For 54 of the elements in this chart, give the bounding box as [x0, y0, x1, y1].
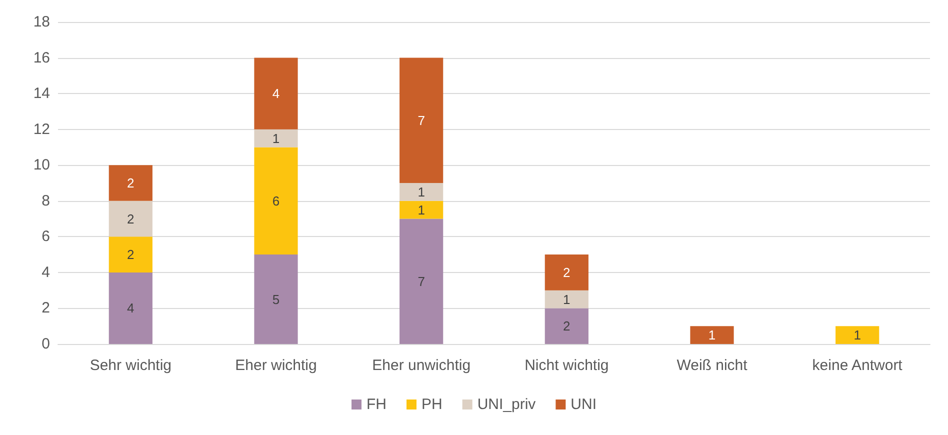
y-tick-label: 2 — [42, 300, 50, 317]
data-label: 1 — [563, 292, 570, 307]
x-tick-label: Eher wichtig — [235, 357, 317, 374]
y-tick-label: 12 — [33, 120, 50, 138]
data-label: 7 — [418, 274, 425, 289]
data-label: 2 — [127, 247, 134, 262]
data-label: 4 — [127, 300, 134, 316]
bar — [254, 129, 298, 148]
data-label: 7 — [418, 112, 425, 128]
bar — [544, 254, 588, 290]
y-tick-label: 14 — [33, 85, 50, 102]
legend-label: UNI_priv — [477, 396, 536, 413]
x-tick-label: keine Antwort — [812, 357, 904, 374]
x-tick-label: Nicht wichtig — [524, 357, 609, 374]
y-tick-label: 10 — [33, 156, 50, 174]
data-label: 2 — [127, 176, 134, 190]
bar — [400, 58, 444, 183]
bar — [544, 290, 588, 308]
y-tick-label: 18 — [33, 14, 50, 30]
bar — [254, 254, 298, 344]
x-tick-label: Sehr wichtig — [90, 357, 172, 374]
x-tick-label: Weiß nicht — [676, 357, 748, 374]
bar — [108, 236, 152, 272]
y-tick-label: 0 — [42, 336, 50, 352]
y-tick-label: 8 — [42, 192, 50, 210]
bar — [108, 272, 152, 344]
legend-label: FH — [366, 396, 386, 413]
data-label: 5 — [272, 292, 280, 307]
bar — [836, 326, 880, 344]
bar — [400, 183, 444, 201]
data-label: 2 — [563, 318, 570, 334]
legend-label: UNI — [570, 396, 597, 413]
bar — [400, 218, 444, 344]
y-tick-label: 6 — [42, 228, 50, 246]
data-label: 1 — [272, 130, 280, 146]
bar — [108, 200, 152, 237]
bar — [544, 308, 588, 344]
data-label: 4 — [272, 86, 280, 102]
bar — [254, 58, 298, 130]
data-label: 1 — [418, 202, 425, 218]
y-tick-label: 16 — [33, 49, 50, 66]
bar — [254, 147, 298, 255]
bar — [400, 200, 444, 219]
data-label: 2 — [127, 211, 134, 226]
bar — [108, 165, 152, 201]
data-label: 1 — [708, 328, 716, 343]
data-label: 6 — [272, 193, 280, 208]
legend-label: PH — [421, 396, 442, 413]
bar — [690, 326, 734, 344]
data-label: 2 — [563, 264, 570, 280]
data-label: 1 — [854, 328, 861, 343]
data-label: 1 — [418, 184, 425, 200]
x-tick-label: Eher unwichtig — [372, 357, 471, 374]
y-tick-label: 4 — [42, 264, 50, 281]
